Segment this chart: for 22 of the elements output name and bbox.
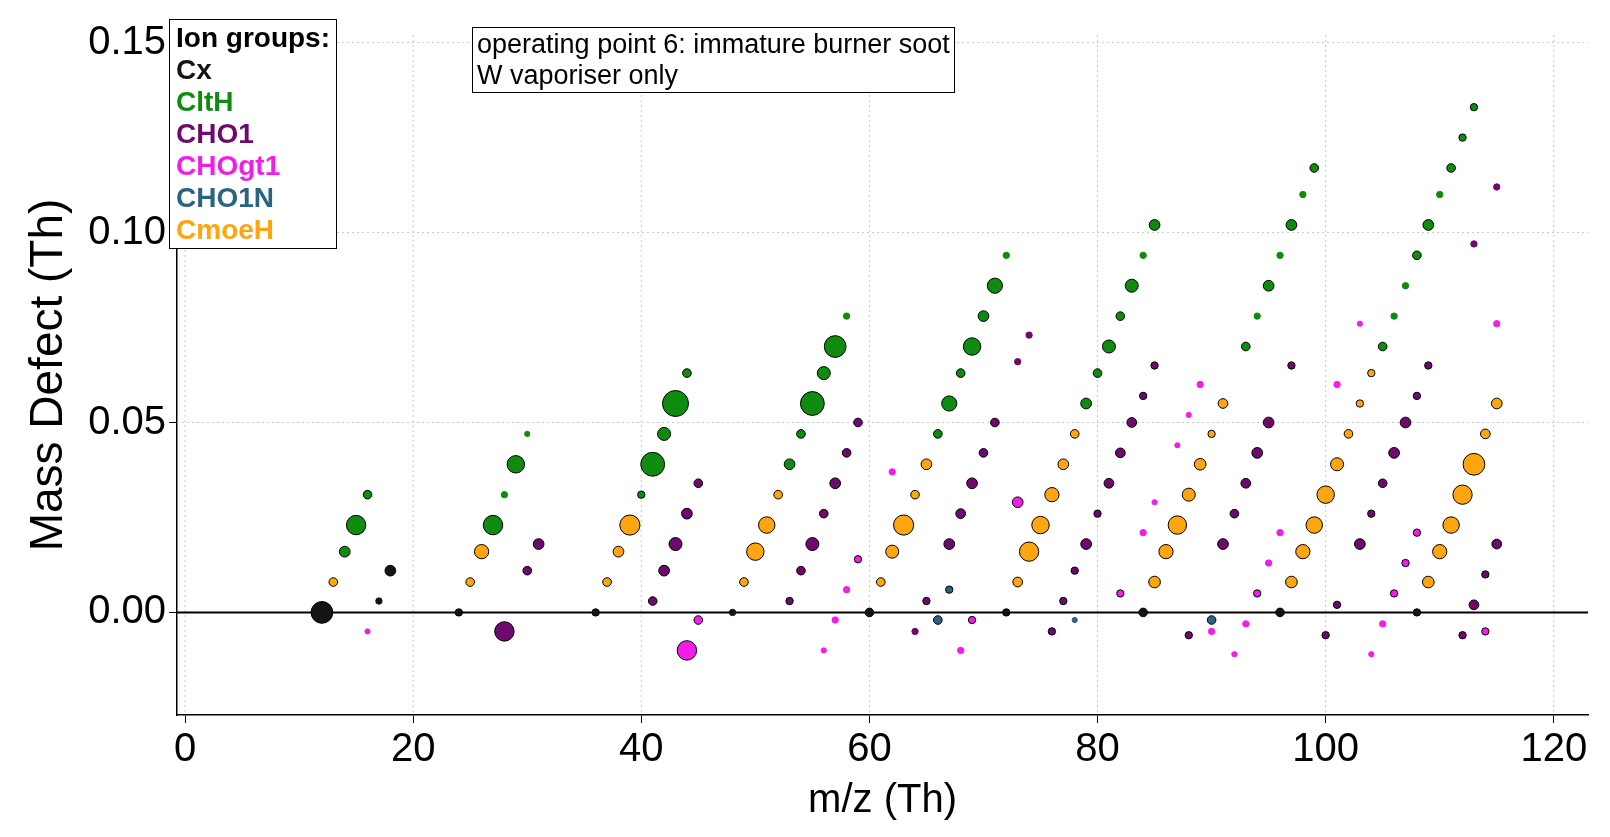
- x-tick-label: 60: [847, 725, 892, 770]
- x-axis-title: m/z (Th): [808, 776, 957, 821]
- x-tick-label: 40: [619, 725, 664, 770]
- x-tick-label: 100: [1292, 725, 1360, 770]
- x-tick-label: 20: [390, 725, 436, 770]
- x-tick-label: 0: [173, 725, 197, 770]
- y-tick-label: 0.10: [88, 207, 167, 252]
- text: CltH: [176, 86, 235, 118]
- text: Cx: [176, 54, 213, 86]
- y-axis-title: Mass Defect (Th): [20, 198, 73, 552]
- y-tick-label: 0.15: [88, 17, 167, 62]
- y-tick-label: 0.00: [88, 587, 167, 632]
- text: CHOgt1: [176, 150, 282, 182]
- annotation: operating point 6: immature burner soot: [477, 29, 950, 60]
- annotation: W vaporiser only: [477, 60, 680, 91]
- text: CmoeH: [176, 214, 276, 246]
- text: CHO1: [176, 118, 255, 150]
- y-tick-label: 0.05: [88, 397, 167, 442]
- legend-title: Ion groups:: [176, 22, 331, 54]
- x-tick-label: 80: [1075, 725, 1120, 770]
- x-tick-label: 120: [1520, 725, 1588, 770]
- text: CHO1N: [176, 182, 276, 214]
